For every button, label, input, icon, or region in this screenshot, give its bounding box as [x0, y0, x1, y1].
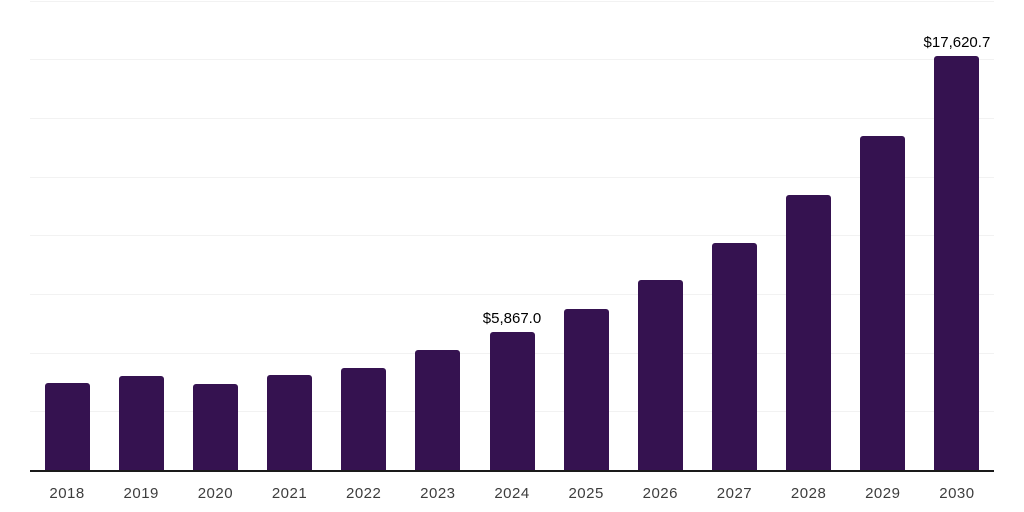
bar-2019 — [118, 376, 164, 470]
x-tick-label-2025: 2025 — [568, 485, 604, 502]
bar-2029 — [860, 136, 906, 470]
value-label-2024: $5,867.0 — [482, 310, 542, 328]
x-tick-label-2030: 2030 — [939, 485, 975, 502]
x-tick-label-2022: 2022 — [346, 485, 382, 502]
bar-2022 — [341, 367, 387, 470]
bar-2023 — [415, 349, 461, 470]
bar-2018 — [44, 382, 90, 470]
bar-2024 — [489, 332, 535, 470]
gridline-15000 — [30, 117, 994, 119]
bar-2030 — [934, 56, 980, 470]
x-tick-label-2018: 2018 — [49, 485, 85, 502]
x-tick-label-2021: 2021 — [271, 485, 308, 502]
gridline-12500 — [30, 176, 994, 178]
x-tick-label-2024: 2024 — [494, 485, 530, 502]
x-axis-line — [30, 470, 994, 472]
gridline-20000 — [30, 0, 994, 2]
bar-2026 — [637, 279, 683, 470]
x-tick-label-2023: 2023 — [420, 485, 456, 502]
gridline-17500 — [30, 59, 994, 61]
x-tick-label-2020: 2020 — [197, 485, 234, 502]
x-tick-label-2019: 2019 — [123, 485, 159, 502]
bar-2027 — [711, 242, 757, 470]
x-tick-label-2027: 2027 — [716, 485, 753, 502]
bar-2021 — [267, 374, 313, 470]
x-tick-label-2026: 2026 — [642, 485, 678, 502]
x-tick-label-2029: 2029 — [865, 485, 901, 502]
value-label-2030: $17,620.7 — [923, 34, 991, 52]
gridline-7500 — [30, 293, 994, 295]
x-tick-label-2028: 2028 — [790, 485, 827, 502]
bar-2020 — [192, 383, 238, 470]
bar-2025 — [563, 308, 609, 470]
bar-2028 — [786, 195, 832, 470]
gridline-10000 — [30, 235, 994, 237]
